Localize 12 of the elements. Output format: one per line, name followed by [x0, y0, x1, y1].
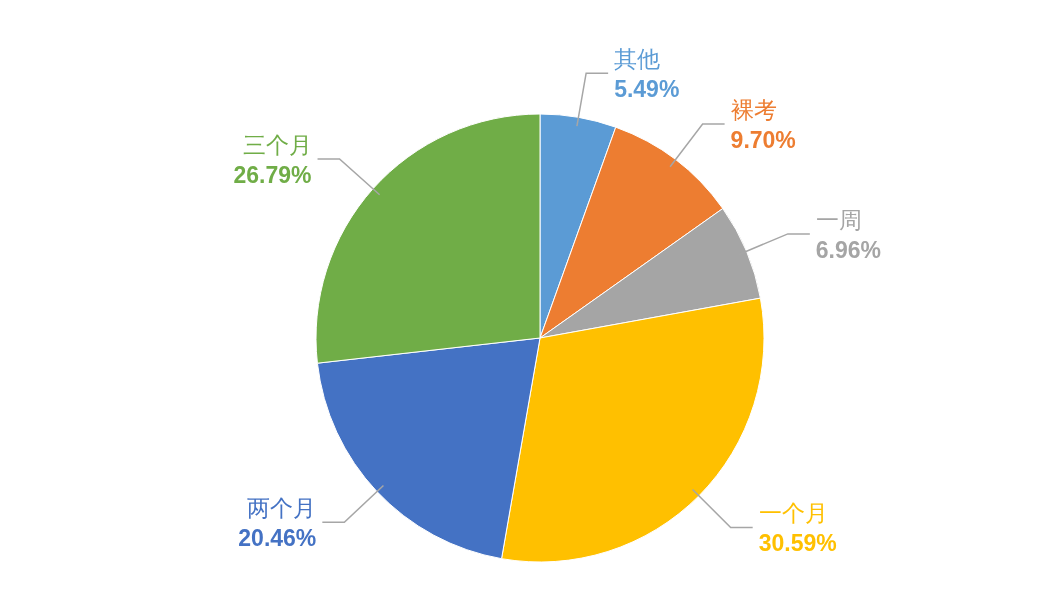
- slice-label: 一个月: [758, 500, 828, 527]
- slice-label: 一周: [815, 206, 862, 233]
- data-label: 5.49%: [614, 76, 680, 103]
- slice-label: 两个月: [247, 495, 317, 522]
- data-label: 26.79%: [233, 161, 312, 188]
- slice-label: 三个月: [242, 131, 312, 158]
- data-label: 9.70%: [730, 126, 796, 153]
- data-label: 6.96%: [815, 236, 882, 263]
- data-label: 20.46%: [238, 525, 317, 552]
- data-label: 30.59%: [758, 530, 837, 557]
- slice-label: 裸考: [730, 96, 777, 123]
- slice-label: 其他: [614, 46, 661, 73]
